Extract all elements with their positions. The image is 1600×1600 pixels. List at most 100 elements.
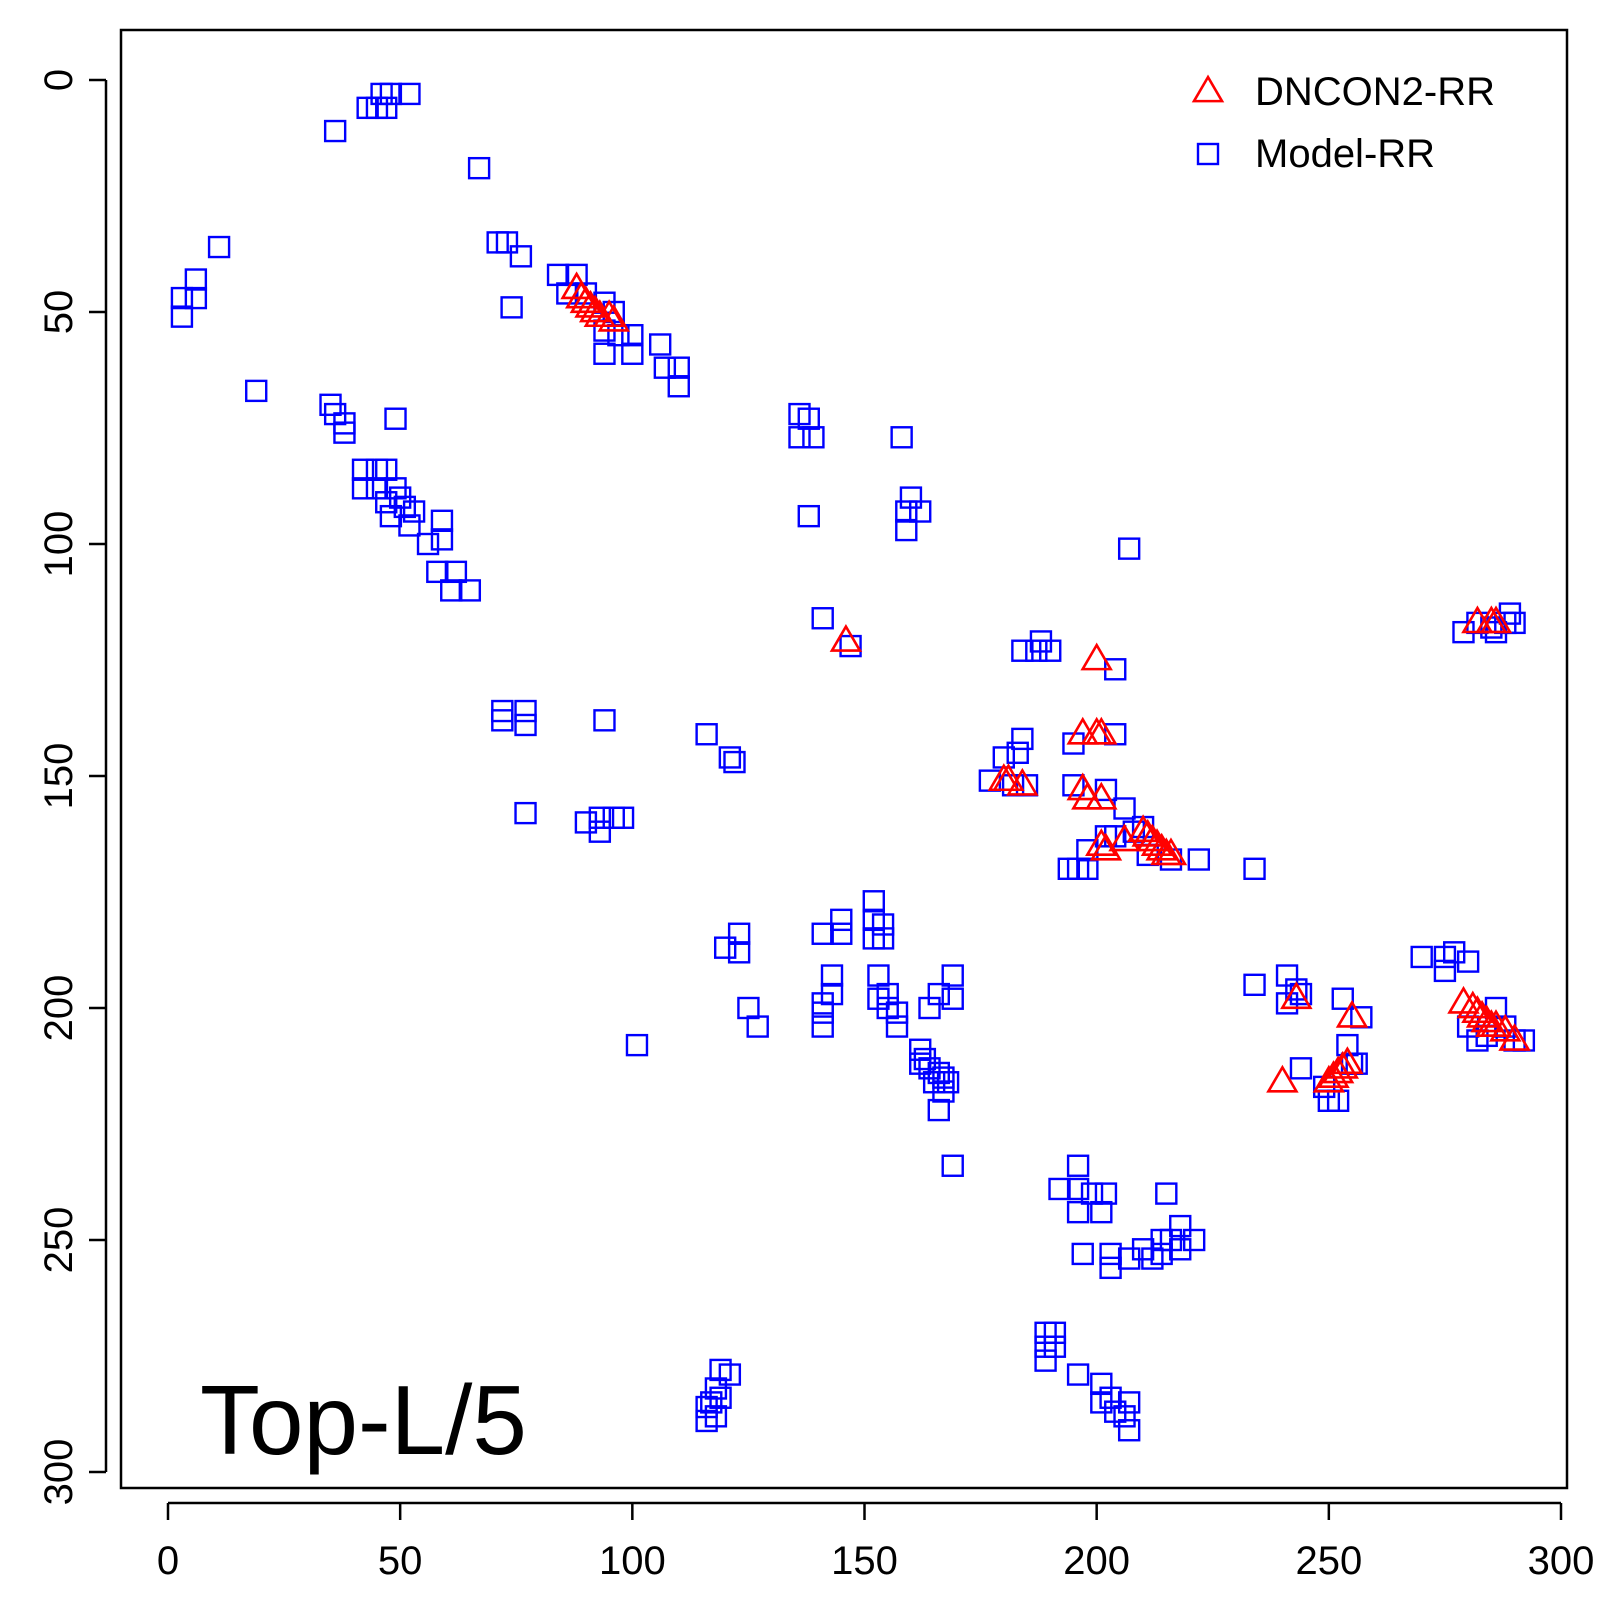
model-rr-point — [495, 231, 519, 254]
dncon2-rr-point — [1479, 1009, 1513, 1037]
legend-label: DNCON2-RR — [1255, 70, 1495, 114]
model-rr-point — [440, 579, 463, 602]
y-tick-label: 150 — [37, 743, 81, 810]
y-tick-label: 100 — [37, 511, 81, 578]
dncon2-rr-point — [1321, 1055, 1355, 1084]
model-rr-point — [1011, 727, 1034, 751]
series-dncon2-rr — [560, 271, 1531, 1093]
model-rr-point — [593, 709, 616, 732]
model-rr-point — [245, 379, 268, 403]
x-tick-label: 200 — [1063, 1539, 1130, 1583]
model-rr-point — [727, 922, 751, 945]
model-rr-point — [941, 1154, 964, 1177]
dncon2-rr-point — [1266, 1064, 1299, 1093]
model-rr-point — [885, 1001, 909, 1024]
dncon2-rr-point — [829, 623, 863, 652]
model-rr-point — [556, 282, 579, 305]
model-rr-point — [695, 723, 718, 746]
x-tick-label: 0 — [157, 1539, 179, 1583]
model-rr-point — [1011, 639, 1034, 662]
model-rr-point — [811, 922, 834, 945]
model-rr-point — [932, 1066, 955, 1089]
model-rr-point — [723, 750, 746, 774]
dncon2-rr-point — [1317, 1060, 1350, 1089]
model-rr-point — [941, 964, 964, 987]
dncon2-rr-point — [1335, 999, 1369, 1028]
model-rr-point — [648, 333, 672, 356]
model-rr-point — [932, 1080, 955, 1103]
x-tick-label: 250 — [1295, 1539, 1362, 1583]
model-rr-point — [379, 82, 403, 106]
model-rr-point — [509, 245, 533, 268]
model-rr-point — [1113, 1405, 1136, 1428]
model-rr-point — [811, 1001, 834, 1024]
model-rr-point — [1057, 857, 1081, 880]
model-rr-point — [1169, 1214, 1192, 1238]
model-rr-point — [667, 356, 690, 379]
model-rr-point — [444, 560, 468, 584]
model-rr-point — [514, 699, 537, 723]
model-rr-point — [1048, 1177, 1071, 1201]
model-rr-point — [885, 1015, 909, 1038]
model-rr-point — [351, 458, 375, 481]
x-tick-label: 150 — [831, 1539, 898, 1583]
model-rr-point — [909, 500, 932, 523]
model-rr-point — [718, 1363, 742, 1386]
model-rr-point — [1117, 537, 1141, 560]
model-rr-point — [895, 518, 918, 542]
model-rr-point — [467, 156, 491, 180]
y-tick-label: 0 — [37, 69, 81, 91]
model-rr-point — [384, 407, 407, 430]
model-rr-point — [802, 426, 825, 449]
model-rr-point — [871, 927, 895, 950]
dncon2-rr-point — [1006, 767, 1039, 796]
model-rr-point — [1099, 1386, 1122, 1409]
plot-area-frame — [119, 28, 1569, 1490]
model-rr-point — [830, 908, 853, 932]
model-rr-point — [170, 286, 194, 310]
model-rr-point — [184, 268, 208, 291]
dncon2-rr-point — [1085, 828, 1118, 857]
model-rr-point — [1071, 1242, 1094, 1266]
model-rr-point — [1433, 959, 1457, 983]
x-tick-label: 300 — [1528, 1539, 1595, 1583]
model-rr-point — [514, 713, 537, 737]
model-rr-point — [588, 820, 612, 843]
model-rr-point — [1410, 945, 1433, 969]
series-model-rr — [170, 82, 1536, 1442]
dncon2-rr-point — [1331, 1046, 1364, 1075]
model-rr-point — [375, 491, 398, 514]
model-rr-point — [1066, 1177, 1090, 1201]
dncon2-rr-point — [992, 763, 1025, 792]
model-rr-point — [718, 746, 742, 769]
dncon2-rr-point — [597, 303, 631, 332]
model-rr-point — [625, 1033, 649, 1057]
dncon2-rr-point — [1154, 837, 1188, 866]
dncon2-rr-point — [1085, 781, 1118, 810]
model-rr-point — [430, 509, 454, 532]
y-tick-label: 50 — [37, 290, 81, 335]
model-rr-point — [1182, 1228, 1206, 1252]
model-rr-point — [1243, 857, 1266, 880]
model-rr-point — [588, 806, 612, 829]
model-rr-point — [1289, 1057, 1313, 1080]
dncon2-rr-point — [578, 294, 612, 323]
model-rr-point — [811, 1015, 834, 1038]
model-rr-point — [653, 356, 677, 379]
model-rr-point — [867, 964, 890, 987]
model-rr-point — [621, 342, 644, 365]
model-rr-point — [1066, 1363, 1090, 1386]
model-rr-point — [458, 579, 482, 602]
model-rr-point — [611, 806, 635, 829]
model-rr-point — [375, 96, 398, 120]
model-rr-point — [621, 324, 644, 347]
model-rr-point — [1062, 774, 1085, 797]
model-rr-point — [514, 801, 537, 825]
dncon2-rr-point — [1447, 985, 1480, 1014]
model-rr-point — [500, 296, 523, 319]
model-rr-point — [862, 890, 885, 913]
model-rr-point — [1090, 1200, 1113, 1224]
model-rr-point — [797, 504, 820, 528]
model-rr-point — [1336, 1033, 1359, 1057]
